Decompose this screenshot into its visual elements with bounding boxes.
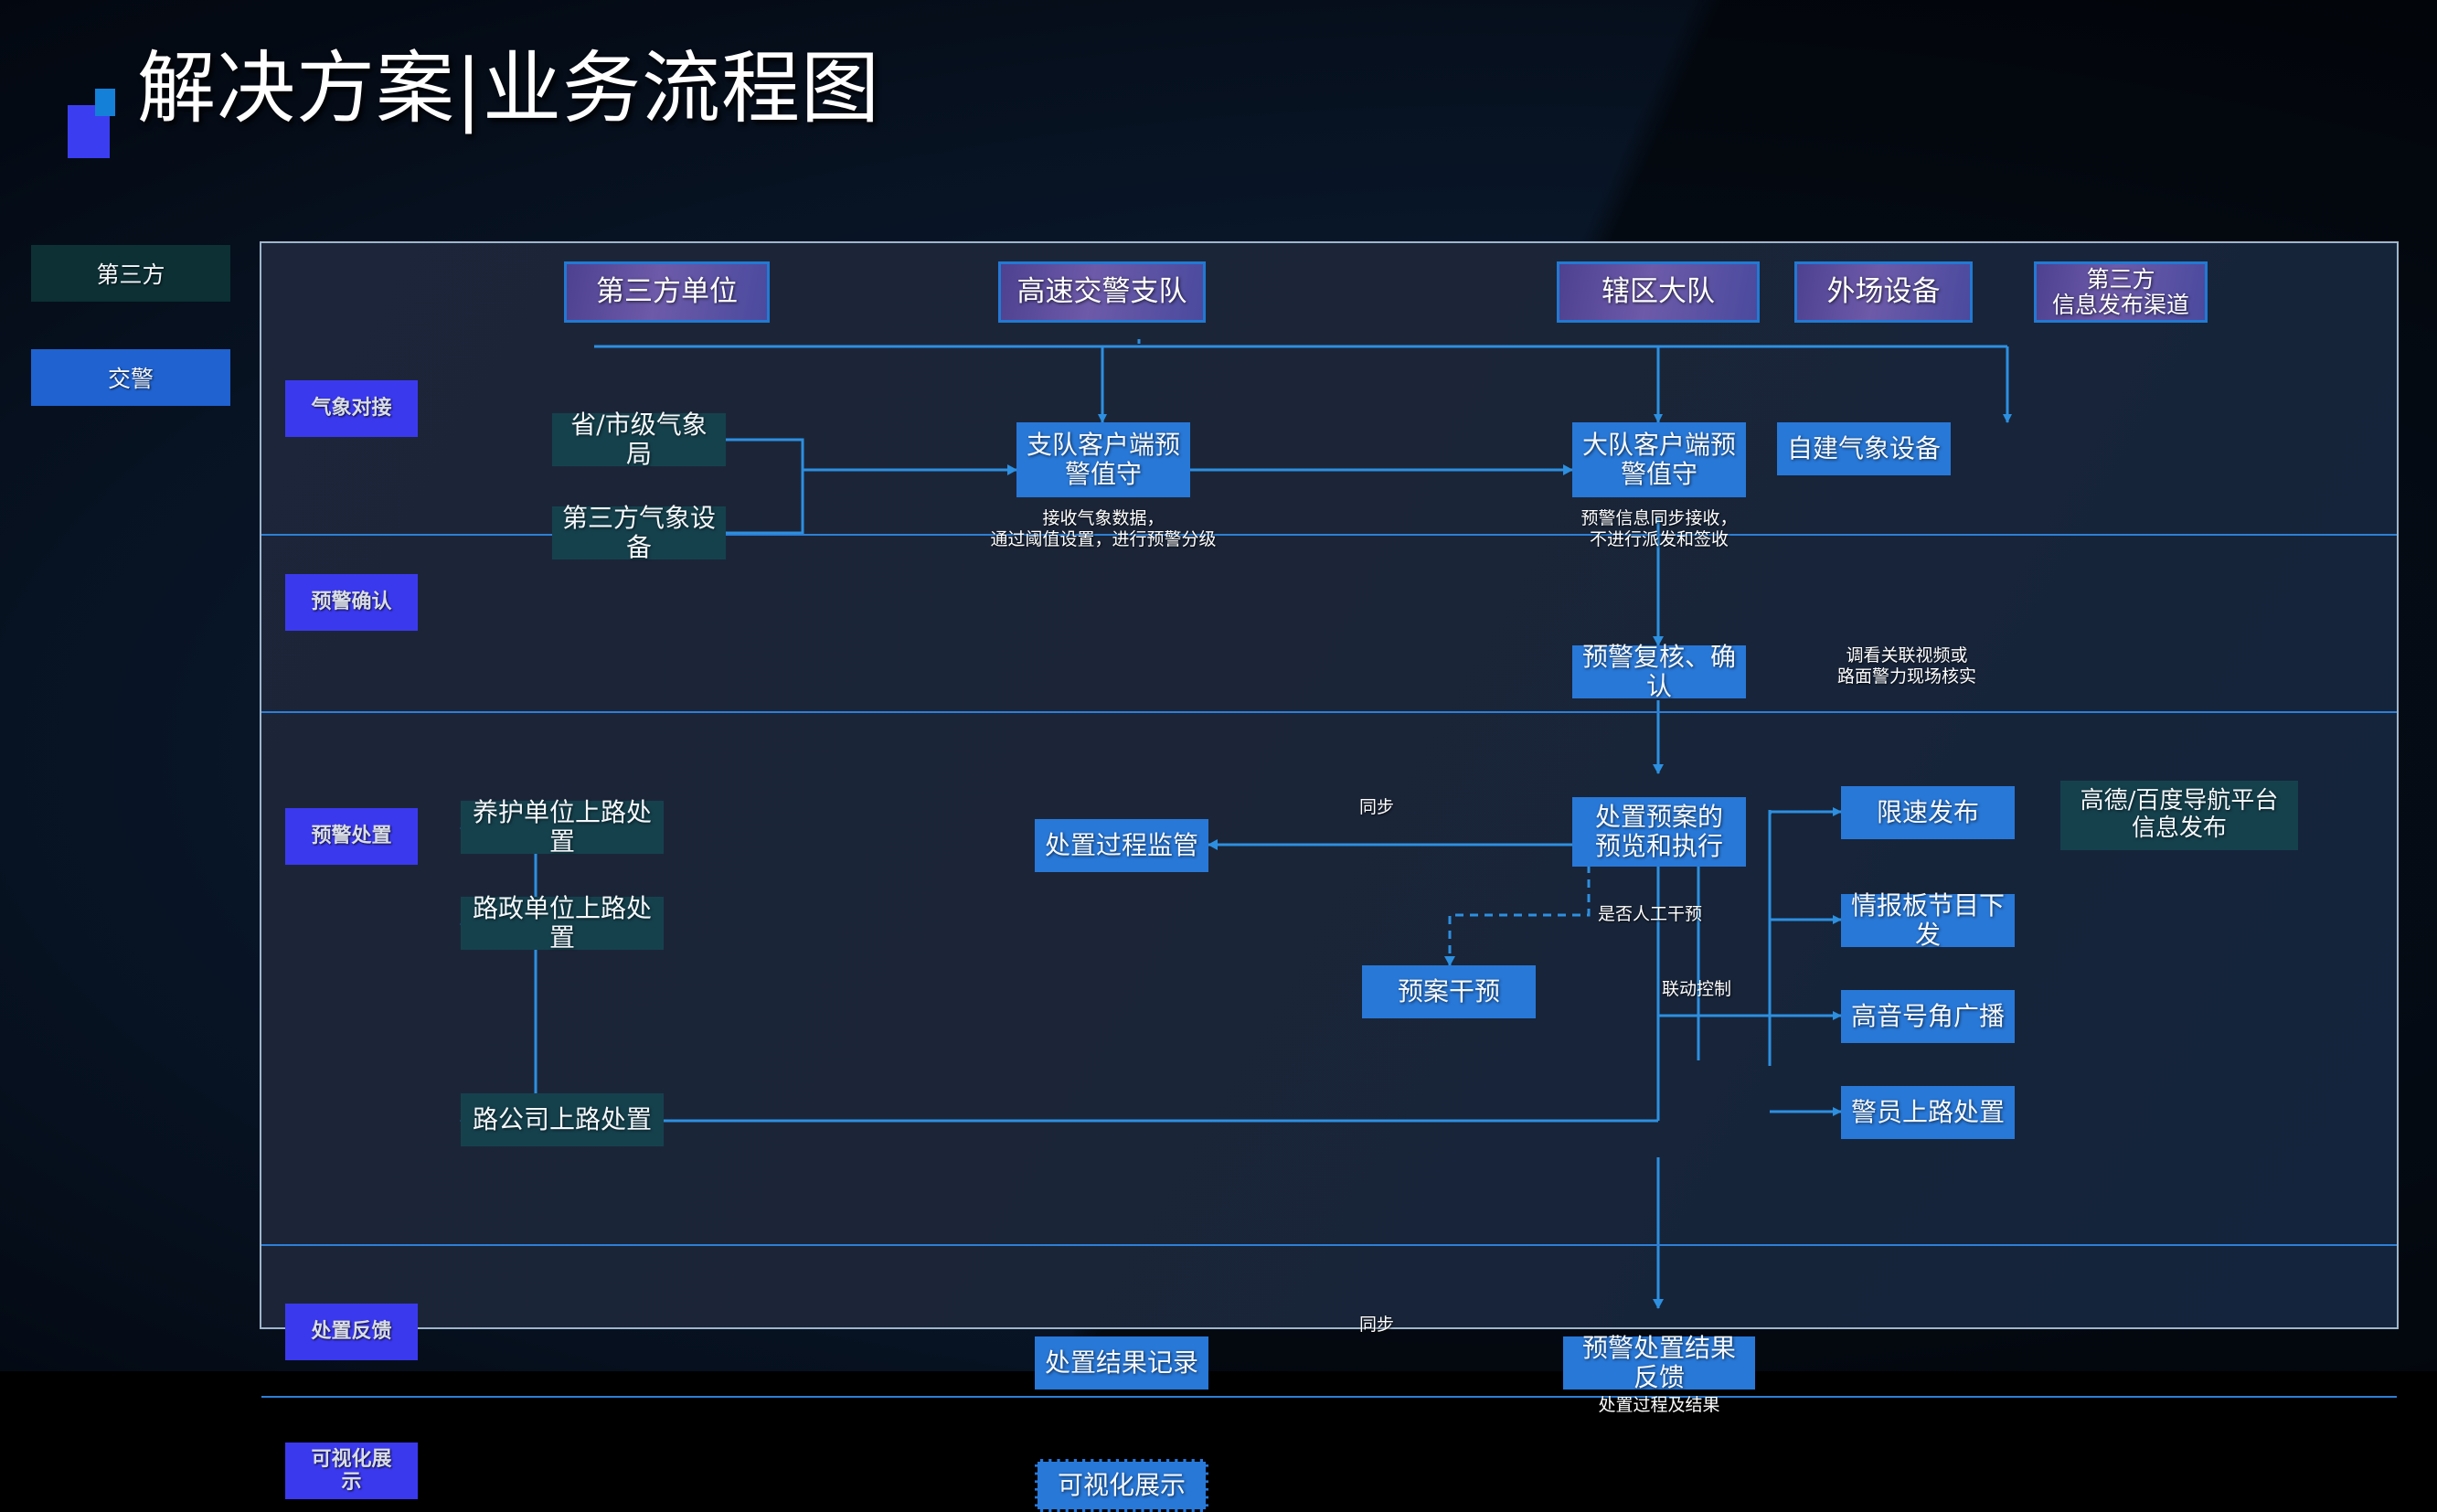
node-road-company-road-disposal[interactable]: 路公司上路处置 (461, 1093, 664, 1146)
edge-label-linkage-control: 联动控制 (1662, 979, 1732, 999)
row-divider-4 (261, 1396, 2397, 1398)
title-bar: 解决方案|业务流程图 (0, 0, 2437, 229)
row-divider-2 (261, 711, 2397, 713)
stage-label-visualization: 可视化展 示 (285, 1443, 418, 1499)
node-road-administration-unit-road-disposal[interactable]: 路政单位上路处置 (461, 893, 664, 953)
node-third-party-weather-device[interactable]: 第三方气象设备 (552, 503, 726, 562)
node-maintenance-unit-road-disposal[interactable]: 养护单位上路处置 (461, 797, 664, 857)
node-speed-limit-publish[interactable]: 限速发布 (1841, 786, 2015, 839)
node-detachment-client-alert-watch[interactable]: 支队客户端预警值守 (1016, 422, 1190, 497)
column-header-highway-police-detachment[interactable]: 高速交警支队 (998, 261, 1206, 323)
row-divider-3 (261, 1244, 2397, 1246)
edge-label-sync-disposal: 同步 (1358, 797, 1394, 817)
caption-alert-review: 调看关联视频或 路面警力现场核实 (1836, 645, 1976, 687)
legend-item-traffic-police: 交警 (31, 349, 230, 406)
node-navigation-platform-publish[interactable]: 高德/百度导航平台 信息发布 (2060, 781, 2298, 850)
node-loudspeaker-broadcast[interactable]: 高音号角广播 (1841, 990, 2015, 1043)
column-header-third-party-channel[interactable]: 第三方 信息发布渠道 (2034, 261, 2208, 323)
caption-disposal-result: 处置过程及结果 (1598, 1395, 1720, 1415)
stage-label-alert-disposal: 预警处置 (285, 808, 418, 865)
stage-label-weather-integration: 气象对接 (285, 380, 418, 437)
column-header-third-party-unit[interactable]: 第三方单位 (564, 261, 770, 323)
node-plan-intervention[interactable]: 预案干预 (1362, 965, 1536, 1018)
column-header-jurisdiction-brigade[interactable]: 辖区大队 (1557, 261, 1760, 323)
node-plan-preview-and-execution[interactable]: 处置预案的 预览和执行 (1572, 797, 1746, 867)
node-disposal-process-supervision[interactable]: 处置过程监管 (1035, 819, 1208, 872)
connector-layer (460, 339, 2012, 1309)
node-officer-road-disposal[interactable]: 警员上路处置 (1841, 1086, 2015, 1139)
node-brigade-client-alert-watch[interactable]: 大队客户端预警值守 (1572, 422, 1746, 497)
stage-label-disposal-feedback: 处置反馈 (285, 1304, 418, 1360)
node-alert-disposal-result-feedback[interactable]: 预警处置结果反馈 (1563, 1333, 1755, 1392)
stage-label-alert-confirmation: 预警确认 (285, 574, 418, 631)
node-alert-review-confirmation[interactable]: 预警复核、确认 (1572, 642, 1746, 701)
caption-brigade-client: 预警信息同步接收， 不进行派发和签收 (1580, 508, 1738, 549)
legend-item-third-party: 第三方 (31, 245, 230, 302)
edge-label-sync-feedback: 同步 (1358, 1315, 1394, 1335)
node-provincial-city-meteorological-bureau[interactable]: 省/市级气象局 (552, 410, 726, 469)
column-header-field-equipment[interactable]: 外场设备 (1794, 261, 1973, 323)
caption-detachment-client: 接收气象数据， 通过阈值设置，进行预警分级 (990, 508, 1217, 549)
row-divider-1 (261, 534, 2397, 536)
node-self-built-weather-device[interactable]: 自建气象设备 (1777, 422, 1951, 475)
page-title: 解决方案|业务流程图 (137, 43, 880, 134)
node-visualization-display[interactable]: 可视化展示 (1035, 1459, 1208, 1512)
node-disposal-result-record[interactable]: 处置结果记录 (1035, 1336, 1208, 1390)
flowchart-panel: 第三方单位 高速交警支队 辖区大队 外场设备 第三方 信息发布渠道 气象对接 预… (260, 241, 2399, 1512)
logo-square-small-icon (95, 89, 115, 116)
legend-label: 第三方 (96, 261, 165, 288)
legend-label: 交警 (107, 366, 154, 392)
edge-label-manual-intervention: 是否人工干预 (1598, 904, 1703, 924)
node-vms-program-dispatch[interactable]: 情报板节目下发 (1841, 890, 2015, 950)
